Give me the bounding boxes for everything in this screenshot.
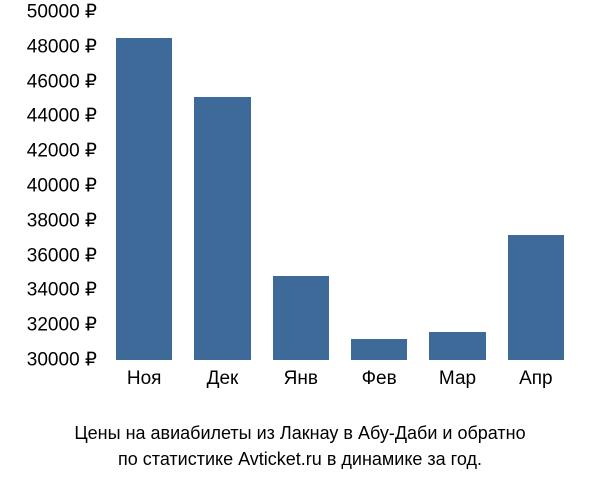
x-axis-labels: Ноя Дек Янв Фев Мар Апр: [105, 368, 575, 398]
caption-line: по статистике Avticket.ru в динамике за …: [0, 446, 600, 472]
x-tick-label: Ноя: [127, 368, 162, 390]
y-tick-label: 32000 ₽: [27, 314, 97, 337]
y-tick-label: 48000 ₽: [27, 35, 97, 58]
y-axis: 30000 ₽32000 ₽34000 ₽36000 ₽38000 ₽40000…: [0, 12, 97, 360]
x-tick-label: Дек: [207, 368, 239, 390]
y-tick-label: 30000 ₽: [27, 349, 97, 372]
bar: [351, 339, 407, 360]
chart-caption: Цены на авиабилеты из Лакнау в Абу-Даби …: [0, 420, 600, 472]
bar: [508, 235, 564, 360]
bar: [429, 332, 485, 360]
y-tick-label: 34000 ₽: [27, 279, 97, 302]
y-tick-label: 46000 ₽: [27, 70, 97, 93]
bar: [273, 276, 329, 360]
y-tick-label: 42000 ₽: [27, 140, 97, 163]
x-tick-label: Мар: [439, 368, 476, 390]
price-chart: 30000 ₽ 32000 ₽ 34000 ₽ 36000 ₽ 38000 ₽ 40000…: [0, 0, 600, 500]
y-tick-label: 40000 ₽: [27, 175, 97, 198]
bars-container: [105, 12, 575, 360]
plot-area: [105, 12, 575, 360]
x-tick-label: Фев: [362, 368, 397, 390]
x-tick-label: Янв: [284, 368, 318, 390]
y-tick-label: 50000 ₽: [27, 1, 97, 24]
x-tick-label: Апр: [519, 368, 553, 390]
y-tick-label: 44000 ₽: [27, 105, 97, 128]
y-tick-label: 36000 ₽: [27, 244, 97, 267]
bar: [194, 97, 250, 360]
caption-line: Цены на авиабилеты из Лакнау в Абу-Даби …: [0, 420, 600, 446]
bar: [116, 38, 172, 360]
y-tick-label: 38000 ₽: [27, 209, 97, 232]
